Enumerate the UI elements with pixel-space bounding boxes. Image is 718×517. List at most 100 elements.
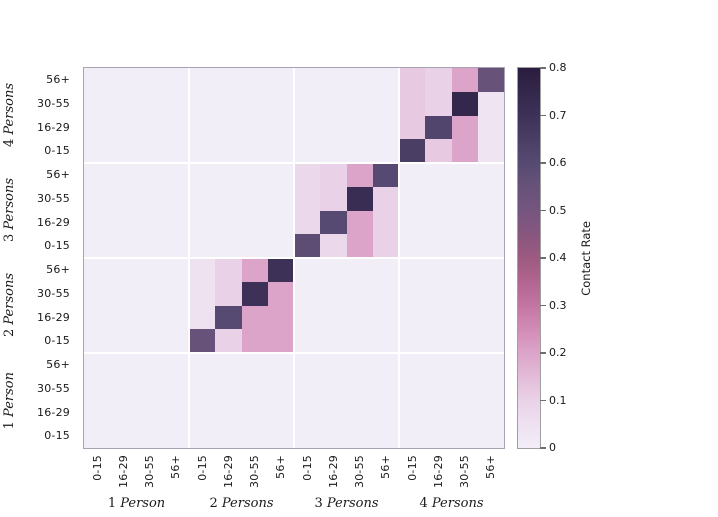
heatmap-cell: [215, 281, 242, 306]
heatmap-cell: [241, 400, 268, 425]
heatmap-cell: [399, 353, 426, 377]
heatmap-cell: [372, 281, 399, 306]
heatmap-cell: [320, 424, 347, 448]
heatmap-cell: [346, 424, 373, 448]
colorbar-tick: [540, 67, 546, 69]
y-tick-label: 16-29: [37, 405, 70, 419]
heatmap-cell: [136, 234, 163, 258]
heatmap-cell: [84, 163, 111, 187]
heatmap-cell: [110, 353, 137, 377]
heatmap-cell: [346, 186, 373, 211]
heatmap-cell: [189, 353, 216, 377]
x-group-label: 2 Persons: [209, 496, 274, 511]
heatmap-cell: [294, 91, 321, 116]
heatmap-cell: [136, 281, 163, 306]
heatmap-cell: [294, 186, 321, 211]
heatmap-cell: [189, 163, 216, 187]
heatmap-cell: [189, 281, 216, 306]
heatmap-cell: [294, 376, 321, 401]
heatmap-cell: [189, 234, 216, 258]
heatmap-cell: [136, 353, 163, 377]
heatmap-cell: [477, 139, 504, 163]
heatmap-cell: [215, 234, 242, 258]
heatmap-cell: [162, 376, 189, 401]
heatmap-cell: [110, 305, 137, 330]
heatmap-cell: [346, 305, 373, 330]
heatmap-cell: [294, 68, 321, 92]
x-group-label: 4 Persons: [419, 496, 484, 511]
heatmap-cell: [136, 329, 163, 353]
heatmap-cell: [372, 400, 399, 425]
heatmap-cell: [294, 305, 321, 330]
heatmap-cell: [110, 329, 137, 353]
heatmap-cell: [399, 376, 426, 401]
heatmap-cell: [451, 68, 478, 92]
colorbar-tick: [540, 399, 546, 402]
heatmap-cell: [451, 91, 478, 116]
y-group-label: 3 Persons: [1, 178, 17, 243]
heatmap-cell: [110, 68, 137, 92]
heatmap-cell: [425, 258, 452, 282]
heatmap-cell: [267, 163, 294, 187]
heatmap-cell: [215, 186, 242, 211]
heatmap-cell: [477, 68, 504, 92]
heatmap-cell: [346, 115, 373, 140]
heatmap-cell: [162, 400, 189, 425]
heatmap-cell: [372, 353, 399, 377]
colorbar-tick-label: 0: [549, 441, 556, 454]
heatmap-cell: [162, 186, 189, 211]
y-tick-label: 30-55: [37, 191, 70, 205]
heatmap-cell: [267, 424, 294, 448]
heatmap-cell: [136, 210, 163, 235]
heatmap-cell: [477, 91, 504, 116]
heatmap-cell: [110, 234, 137, 258]
heatmap-cell: [372, 329, 399, 353]
heatmap-cell: [477, 115, 504, 140]
heatmap-cell: [346, 400, 373, 425]
heatmap-plot-area: [83, 67, 505, 449]
heatmap-cell: [399, 139, 426, 163]
heatmap-cell: [320, 115, 347, 140]
heatmap-cell: [451, 139, 478, 163]
heatmap-cell: [320, 281, 347, 306]
heatmap-cell: [162, 115, 189, 140]
heatmap-cell: [110, 376, 137, 401]
colorbar-tick: [540, 162, 546, 164]
heatmap-cell: [346, 210, 373, 235]
heatmap-cell: [294, 400, 321, 425]
heatmap-cell: [477, 305, 504, 330]
heatmap-cell: [372, 258, 399, 282]
heatmap-cell: [162, 163, 189, 187]
y-tick-label: 56+: [46, 358, 70, 371]
heatmap-cell: [294, 424, 321, 448]
x-group-label: 1 Person: [107, 496, 166, 511]
heatmap-cell: [451, 115, 478, 140]
heatmap-cell: [346, 376, 373, 401]
heatmap-cell: [136, 68, 163, 92]
heatmap-cell: [425, 163, 452, 187]
heatmap-cell: [294, 353, 321, 377]
heatmap-cell: [372, 305, 399, 330]
heatmap-cell: [294, 234, 321, 258]
heatmap-cell: [189, 424, 216, 448]
heatmap-cell: [294, 281, 321, 306]
heatmap-cell: [320, 376, 347, 401]
heatmap-cell: [241, 68, 268, 92]
heatmap-cell: [215, 115, 242, 140]
heatmap-cell: [372, 163, 399, 187]
heatmap-cell: [215, 163, 242, 187]
heatmap-cell: [451, 353, 478, 377]
heatmap-cell: [294, 139, 321, 163]
colorbar-tick-label: 0.7: [549, 108, 567, 122]
heatmap-cell: [189, 329, 216, 353]
heatmap-cell: [320, 329, 347, 353]
colorbar-axis-label: Contact Rate: [579, 220, 593, 296]
heatmap-cell: [241, 163, 268, 187]
heatmap-cell: [241, 139, 268, 163]
heatmap-cell: [320, 305, 347, 330]
y-group-label: 1 Person: [1, 371, 17, 430]
heatmap-cell: [136, 376, 163, 401]
heatmap-cell: [294, 329, 321, 353]
heatmap-cell: [84, 281, 111, 306]
heatmap-cell: [136, 186, 163, 211]
